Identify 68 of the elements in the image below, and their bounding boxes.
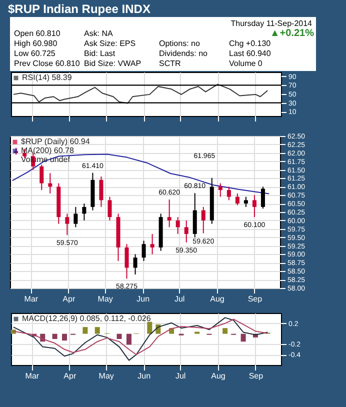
- x-tick-label: Jun: [138, 372, 151, 380]
- text: Bid Size: VWAP: [84, 59, 142, 69]
- text: Thursday 11-Sep-2014: [230, 19, 312, 29]
- legend-label: MA(200) 60.78: [21, 146, 74, 155]
- candlestick: [82, 203, 86, 221]
- bar: [94, 327, 100, 334]
- candlestick: [218, 182, 222, 198]
- candlestick: [133, 254, 138, 275]
- bar: [82, 327, 88, 334]
- text: Chg +0.130: [229, 39, 272, 49]
- bar: [126, 334, 132, 345]
- x-tick-label: Jun: [136, 294, 150, 304]
- x-tick-label: May: [98, 294, 113, 304]
- x-tick-label: Sep: [248, 294, 263, 304]
- bar: [240, 334, 246, 342]
- candlestick: [124, 244, 129, 280]
- x-tick-label: Aug: [210, 294, 224, 304]
- candlestick: [74, 206, 78, 228]
- x-tick-label: Apr: [64, 372, 76, 380]
- x-tick-label: Apr: [62, 294, 76, 304]
- line-series: [12, 317, 268, 361]
- x-tick-label: Mar: [24, 294, 38, 304]
- legend-label: RSI(14) 58.39: [22, 73, 72, 82]
- legend-label: $RUP (Daily) 60.94: [21, 137, 90, 146]
- candlestick: [201, 206, 206, 234]
- text: High 60.980: [14, 39, 58, 49]
- candlestick: [226, 186, 231, 201]
- text: Last 60.940: [229, 49, 272, 59]
- bar: [62, 334, 68, 341]
- text: Dividends: no: [159, 49, 208, 59]
- text: Open 60.810: [14, 29, 62, 39]
- text: Prev Close 60.810: [14, 59, 81, 69]
- x-tick-label: Sep: [248, 372, 264, 380]
- bar: [222, 328, 228, 334]
- x-tick-label: May: [98, 372, 114, 380]
- candlestick: [65, 213, 70, 236]
- bar: [52, 334, 58, 339]
- x-tick-label: Mar: [25, 372, 40, 380]
- text: SCTR: [159, 59, 182, 69]
- text: Ask: NA: [84, 29, 114, 39]
- text: ▲+0.21%: [268, 28, 314, 39]
- text: Ask Size: EPS: [84, 39, 137, 49]
- text: Volume 0: [229, 59, 264, 69]
- candlestick: [176, 216, 180, 234]
- candlestick: [235, 192, 240, 206]
- x-tick-label: Jul: [175, 372, 186, 380]
- line-series: [12, 154, 270, 194]
- chart-title: $RUP Indian Rupee INDX: [7, 1, 152, 17]
- candlestick: [99, 176, 104, 208]
- candlestick: [167, 199, 172, 228]
- candlestick: [184, 220, 188, 243]
- x-tick-label: Aug: [211, 372, 226, 380]
- line-series: [12, 84, 268, 104]
- candlestick: [260, 186, 265, 210]
- candlestick: [252, 194, 256, 218]
- bar: [147, 322, 152, 334]
- bar: [116, 334, 122, 339]
- text: Low 60.725: [14, 49, 56, 59]
- text: Bid: Last: [84, 49, 116, 59]
- legend-label: MACD(12,26,9) 0.085, 0.112, -0.026: [22, 314, 152, 323]
- candlestick: [108, 196, 112, 221]
- x-tick-label: Jul: [174, 294, 185, 304]
- candlestick: [150, 233, 154, 255]
- candlestick: [244, 196, 248, 208]
- candlestick: [142, 240, 146, 262]
- candlestick: [192, 192, 197, 238]
- candlestick: [40, 164, 44, 191]
- text: Options: no: [159, 39, 201, 49]
